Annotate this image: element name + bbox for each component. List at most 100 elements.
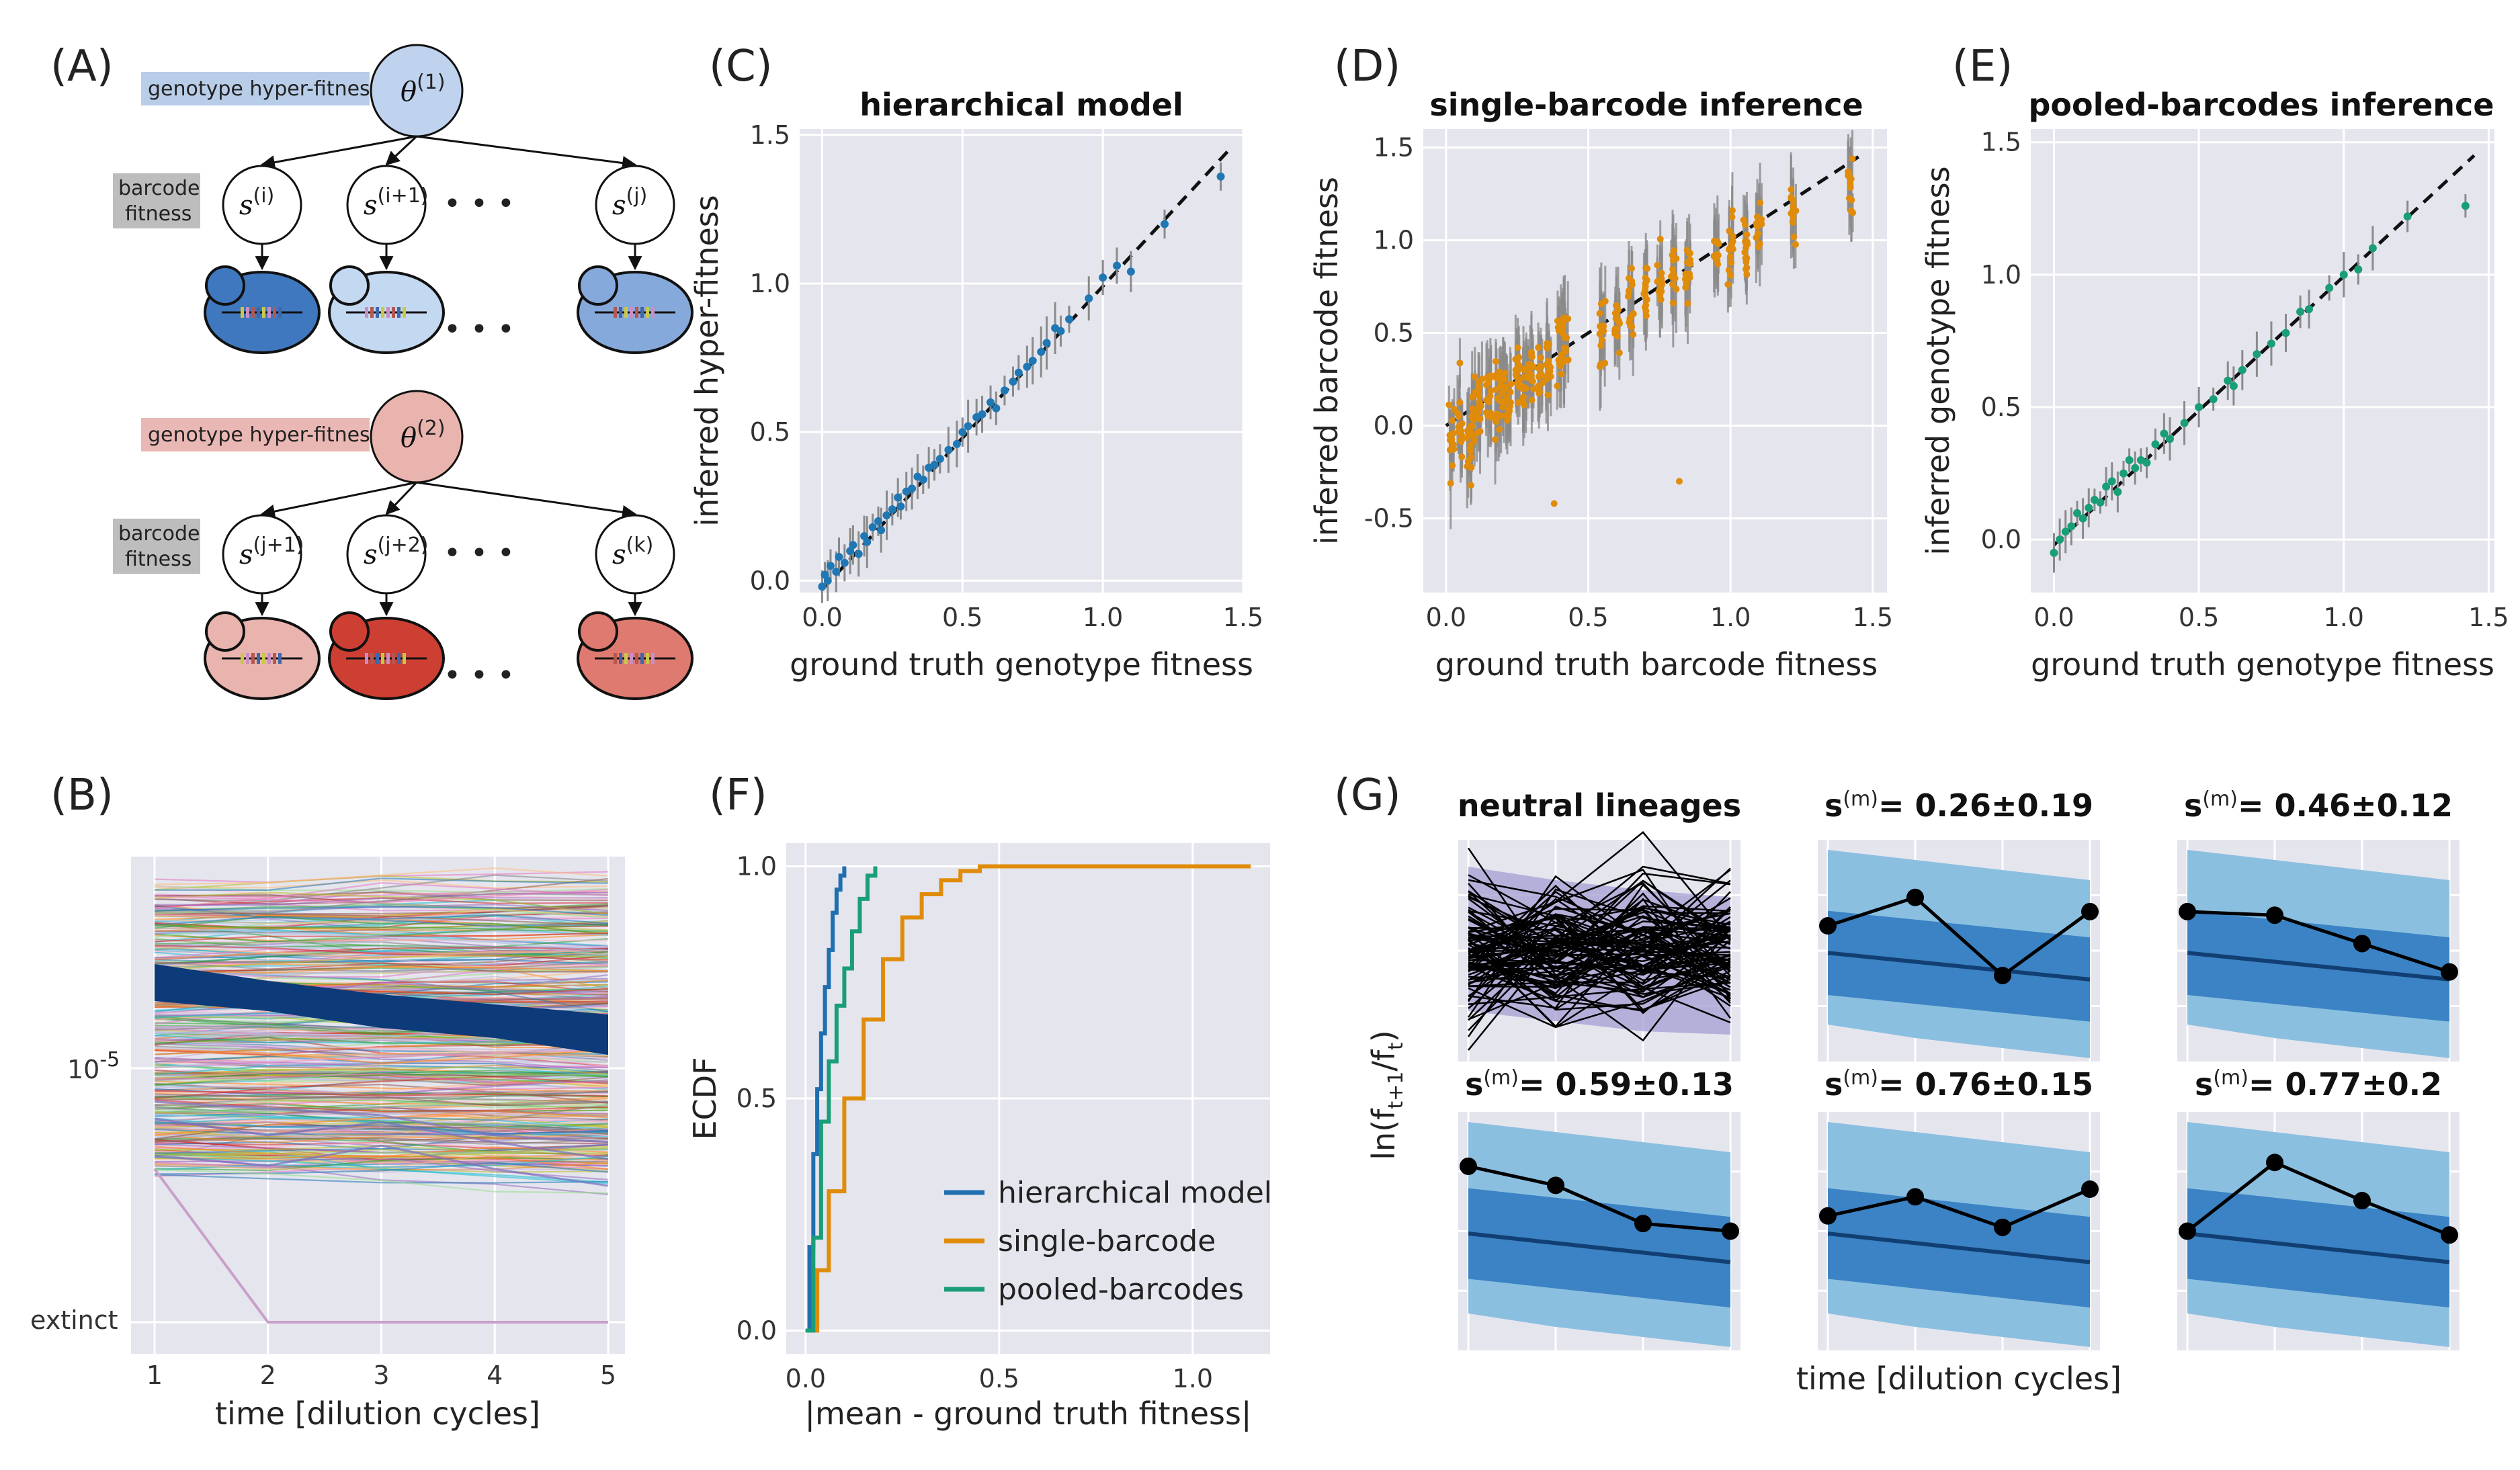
data-point — [1474, 415, 1481, 422]
data-point — [1519, 385, 1527, 392]
ytick-label: 0.0 — [1374, 411, 1414, 441]
data-point — [1642, 302, 1650, 309]
xtick-label: 1.5 — [2468, 603, 2509, 632]
top-s-ellipsis: • • • — [444, 187, 515, 221]
data-point — [2050, 548, 2058, 557]
panel-b-ticks: 1 2 3 4 5 — [146, 1360, 616, 1390]
s-sup: (k) — [626, 533, 654, 557]
title-base: s — [1465, 1066, 1483, 1102]
data-point — [1613, 302, 1620, 309]
data-point — [1742, 265, 1750, 273]
panel-b-lineage-line — [154, 889, 609, 904]
xtick-label: 1.5 — [1853, 603, 1893, 632]
data-point — [2267, 339, 2275, 348]
data-point — [1642, 274, 1649, 282]
panel-b-lineage-line — [154, 877, 609, 892]
panel-d-scatter: single-barcode inference 0.0 0.5 1.0 1.5 -0.… — [1308, 87, 1893, 683]
data-point — [1790, 233, 1798, 241]
panel-b-lineage-line — [154, 961, 609, 972]
data-point — [1554, 382, 1561, 390]
ytick-label: 1.5 — [750, 120, 790, 150]
data-point — [1729, 232, 1736, 240]
title-base: s — [1824, 787, 1843, 824]
panel-b-extinct-line — [153, 1168, 608, 1324]
data-point — [2166, 435, 2174, 443]
data-point — [1743, 231, 1751, 239]
data-point — [868, 523, 877, 531]
panel-e-ylabel: inferred genotype fitness — [1920, 166, 1956, 555]
top-barcode-bar — [278, 307, 282, 318]
data-point — [1446, 431, 1454, 439]
legend-label-2: pooled-barcodes — [998, 1272, 1244, 1307]
panel-d-grid: 0.0 0.5 1.0 1.5 -0.5 0.0 0.5 1.0 1.5 — [1364, 129, 1893, 632]
data-point — [1670, 247, 1677, 254]
data-point — [1729, 238, 1736, 245]
panel-e-background — [2031, 129, 2494, 593]
title-sup: (m) — [1483, 1066, 1519, 1090]
data-point — [2113, 488, 2122, 496]
top-barcode-bar — [614, 307, 617, 318]
top-s-node — [595, 165, 675, 245]
panel-b-lineage-line — [154, 1174, 609, 1184]
data-point — [919, 475, 927, 484]
top-barcode-bar — [646, 307, 649, 318]
mean-line — [2187, 951, 2450, 982]
top-barcode-bar — [381, 307, 384, 318]
theta2-label: θ(2) — [401, 417, 446, 453]
data-point — [1819, 1207, 1837, 1225]
panel-g-xlabel: time [dilution cycles] — [1796, 1360, 2122, 1397]
data-line — [1827, 895, 2091, 978]
ytick-label: 1.0 — [737, 852, 777, 881]
data-point — [1525, 366, 1532, 374]
data-point — [1028, 357, 1037, 365]
data-point — [1644, 265, 1651, 272]
bottom-barcode-bar — [624, 653, 628, 664]
panel-b-lineage-line — [154, 1044, 609, 1061]
data-point — [2195, 403, 2203, 411]
data-point — [1656, 235, 1664, 243]
panel-f-ylabel: ECDF — [687, 1057, 723, 1139]
data-point — [1640, 290, 1648, 298]
data-point — [1449, 462, 1456, 469]
top-cells — [204, 265, 694, 354]
data-point — [1482, 396, 1490, 404]
data-point — [2180, 419, 2189, 427]
data-point — [1456, 422, 1464, 429]
ytick-label: 1.0 — [1981, 260, 2021, 290]
data-point — [1564, 356, 1572, 363]
top-barcode-bar — [624, 307, 628, 318]
panel-c-xlabel: ground truth genotype fitness — [790, 646, 1253, 683]
xtick-label: 1.0 — [1173, 1364, 1213, 1393]
panel-b-xtick: 5 — [600, 1360, 616, 1390]
data-point — [1658, 281, 1666, 288]
data-point — [1626, 320, 1634, 328]
bottom-arrows — [255, 481, 642, 617]
data-point — [964, 422, 972, 431]
data-point — [1085, 294, 1093, 303]
s-sup: (i+1) — [378, 184, 429, 208]
barcode-label-bg-bottom — [113, 519, 200, 574]
panel-e-xlabel: ground truth genotype fitness — [2031, 646, 2494, 683]
data-point — [1669, 273, 1676, 280]
data-point — [930, 460, 939, 469]
data-point — [2073, 509, 2081, 517]
data-point — [1042, 339, 1051, 347]
data-point — [1562, 334, 1569, 341]
data-point — [2131, 464, 2140, 472]
data-point — [1615, 318, 1623, 326]
data-point — [1675, 478, 1683, 485]
ecdf-line-0 — [805, 866, 847, 1333]
data-point — [1642, 307, 1650, 314]
data-point — [1507, 388, 1514, 396]
neutral-line — [1468, 955, 1731, 971]
data-point — [2056, 535, 2064, 544]
ytick-label: 0.0 — [750, 566, 790, 595]
data-point — [1519, 400, 1527, 407]
data-point — [1546, 363, 1554, 371]
data-point — [882, 511, 891, 519]
data-point — [2061, 527, 2070, 536]
panel-b-lineage-line — [154, 1072, 609, 1086]
data-point — [1482, 381, 1490, 388]
panel-b-lineage-line — [154, 924, 609, 930]
data-point — [2107, 477, 2116, 486]
